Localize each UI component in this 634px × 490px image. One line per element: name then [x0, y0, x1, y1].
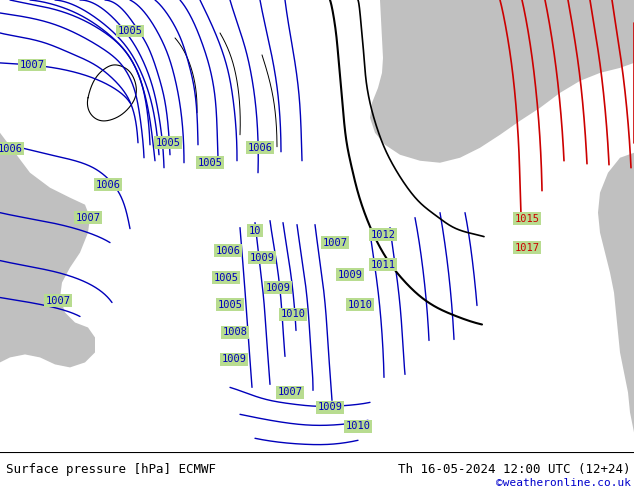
Text: Th 16-05-2024 12:00 UTC (12+24): Th 16-05-2024 12:00 UTC (12+24)	[398, 463, 631, 476]
Text: 1017: 1017	[515, 243, 540, 253]
Text: 1009: 1009	[266, 283, 290, 293]
Text: 1008: 1008	[223, 327, 247, 338]
Text: Surface pressure [hPa] ECMWF: Surface pressure [hPa] ECMWF	[6, 463, 216, 476]
Polygon shape	[598, 153, 634, 452]
Text: 1011: 1011	[370, 260, 396, 270]
Text: 1012: 1012	[370, 230, 396, 240]
Text: 1006: 1006	[216, 245, 240, 256]
Text: 1006: 1006	[247, 143, 273, 153]
Text: 1005: 1005	[217, 299, 242, 310]
Text: 1010: 1010	[347, 299, 373, 310]
Text: 1009: 1009	[250, 252, 275, 263]
Text: 1006: 1006	[96, 180, 120, 190]
Text: 1007: 1007	[323, 238, 347, 247]
Text: 1009: 1009	[221, 354, 247, 365]
Text: 1006: 1006	[0, 144, 22, 154]
Text: 1010: 1010	[346, 421, 370, 431]
Text: 1005: 1005	[155, 138, 181, 148]
Text: 1015: 1015	[515, 214, 540, 223]
Text: ©weatheronline.co.uk: ©weatheronline.co.uk	[496, 478, 631, 488]
Text: 1007: 1007	[46, 295, 70, 305]
Text: 1007: 1007	[278, 388, 302, 397]
Text: 1007: 1007	[75, 213, 101, 222]
Text: 1009: 1009	[337, 270, 363, 280]
Text: 1005: 1005	[198, 158, 223, 168]
Text: 10: 10	[249, 225, 261, 236]
Text: 1005: 1005	[214, 272, 238, 283]
Text: 1007: 1007	[20, 60, 44, 70]
Polygon shape	[0, 0, 95, 368]
Text: 1005: 1005	[117, 26, 143, 36]
Text: 1010: 1010	[280, 310, 306, 319]
Polygon shape	[370, 0, 634, 163]
Text: 1009: 1009	[318, 402, 342, 413]
